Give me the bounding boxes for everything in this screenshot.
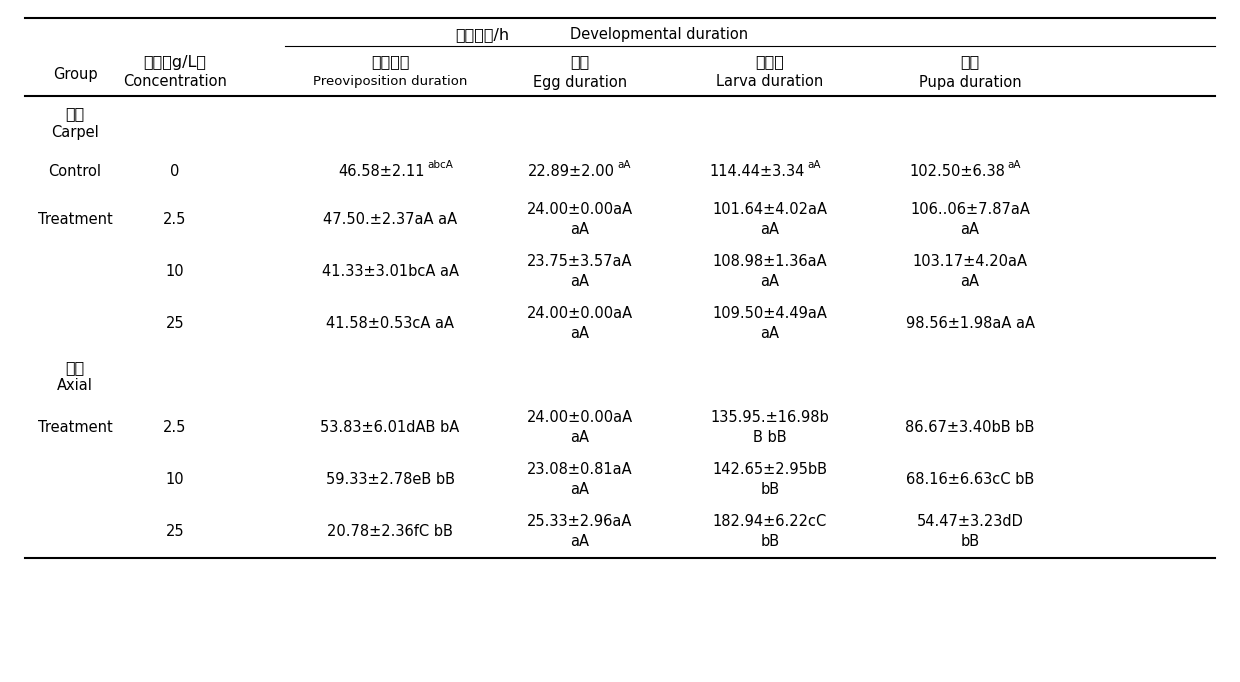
- Text: 23.75±3.57aA: 23.75±3.57aA: [527, 254, 632, 269]
- Text: aA: aA: [760, 327, 780, 342]
- Text: aA: aA: [570, 535, 589, 550]
- Text: 卵期: 卵期: [570, 55, 590, 70]
- Text: 59.33±2.78eB bB: 59.33±2.78eB bB: [325, 473, 455, 488]
- Text: aA: aA: [1007, 160, 1021, 170]
- Text: aA: aA: [570, 274, 589, 289]
- Text: bB: bB: [961, 535, 980, 550]
- Text: 109.50±4.49aA: 109.50±4.49aA: [713, 306, 827, 321]
- Text: Larva duration: Larva duration: [717, 74, 823, 89]
- Text: 182.94±6.22cC: 182.94±6.22cC: [713, 514, 827, 529]
- Text: aA: aA: [570, 222, 589, 237]
- Text: 2.5: 2.5: [164, 421, 187, 436]
- Text: 22.89±2.00: 22.89±2.00: [528, 164, 615, 179]
- Text: 25: 25: [166, 524, 185, 539]
- Text: 幼虫期: 幼虫期: [755, 55, 785, 70]
- Text: 114.44±3.34: 114.44±3.34: [709, 164, 805, 179]
- Text: 41.58±0.53cA aA: 41.58±0.53cA aA: [326, 316, 454, 331]
- Text: 98.56±1.98aA aA: 98.56±1.98aA aA: [905, 316, 1034, 331]
- Text: Developmental duration: Developmental duration: [570, 27, 748, 42]
- Text: Egg duration: Egg duration: [533, 74, 627, 89]
- Text: 0: 0: [170, 164, 180, 179]
- Text: 102.50±6.38: 102.50±6.38: [909, 164, 1004, 179]
- Text: 10: 10: [166, 473, 185, 488]
- Text: 蛹期: 蛹期: [960, 55, 980, 70]
- Text: 46.58±2.11: 46.58±2.11: [339, 164, 425, 179]
- Text: Concentration: Concentration: [123, 74, 227, 89]
- Text: 68.16±6.63cC bB: 68.16±6.63cC bB: [906, 473, 1034, 488]
- Text: aA: aA: [807, 160, 821, 170]
- Text: 24.00±0.00aA: 24.00±0.00aA: [527, 306, 634, 321]
- Text: aA: aA: [961, 222, 980, 237]
- Text: 果瓣: 果瓣: [66, 106, 84, 121]
- Text: 108.98±1.36aA: 108.98±1.36aA: [713, 254, 827, 269]
- Text: bB: bB: [760, 535, 780, 550]
- Text: Axial: Axial: [57, 379, 93, 394]
- Text: 142.65±2.95bB: 142.65±2.95bB: [713, 462, 827, 477]
- Text: bB: bB: [760, 482, 780, 497]
- Text: 浓度（g/L）: 浓度（g/L）: [144, 55, 207, 70]
- Text: aA: aA: [570, 430, 589, 445]
- Text: 中轴: 中轴: [66, 361, 84, 376]
- Text: aA: aA: [961, 274, 980, 289]
- Text: 25: 25: [166, 316, 185, 331]
- Text: 24.00±0.00aA: 24.00±0.00aA: [527, 411, 634, 426]
- Text: 54.47±3.23dD: 54.47±3.23dD: [916, 514, 1023, 529]
- Text: 25.33±2.96aA: 25.33±2.96aA: [527, 514, 632, 529]
- Text: Group: Group: [52, 68, 97, 83]
- Text: 86.67±3.40bB bB: 86.67±3.40bB bB: [905, 421, 1034, 436]
- Text: 103.17±4.20aA: 103.17±4.20aA: [913, 254, 1028, 269]
- Text: Treatment: Treatment: [37, 421, 113, 436]
- Text: 135.95.±16.98b: 135.95.±16.98b: [711, 411, 830, 426]
- Text: B bB: B bB: [753, 430, 787, 445]
- Text: 47.50.±2.37aA aA: 47.50.±2.37aA aA: [322, 213, 458, 228]
- Text: aA: aA: [760, 274, 780, 289]
- Text: aA: aA: [618, 160, 630, 170]
- Text: 101.64±4.02aA: 101.64±4.02aA: [713, 203, 827, 218]
- Text: 发育历期/h: 发育历期/h: [455, 27, 510, 42]
- Text: aA: aA: [570, 482, 589, 497]
- Text: abcA: abcA: [427, 160, 453, 170]
- Text: 41.33±3.01bcA aA: 41.33±3.01bcA aA: [321, 265, 459, 280]
- Text: Preoviposition duration: Preoviposition duration: [312, 76, 467, 89]
- Text: Pupa duration: Pupa duration: [919, 74, 1022, 89]
- Text: Treatment: Treatment: [37, 213, 113, 228]
- Text: 2.5: 2.5: [164, 213, 187, 228]
- Text: 53.83±6.01dAB bA: 53.83±6.01dAB bA: [320, 421, 460, 436]
- Text: Control: Control: [48, 164, 102, 179]
- Text: 23.08±0.81aA: 23.08±0.81aA: [527, 462, 632, 477]
- Text: 24.00±0.00aA: 24.00±0.00aA: [527, 203, 634, 218]
- Text: 20.78±2.36fC bB: 20.78±2.36fC bB: [327, 524, 453, 539]
- Text: 106..06±7.87aA: 106..06±7.87aA: [910, 203, 1030, 218]
- Text: Carpel: Carpel: [51, 125, 99, 140]
- Text: 10: 10: [166, 265, 185, 280]
- Text: aA: aA: [570, 327, 589, 342]
- Text: aA: aA: [760, 222, 780, 237]
- Text: 产卵前期: 产卵前期: [371, 55, 409, 70]
